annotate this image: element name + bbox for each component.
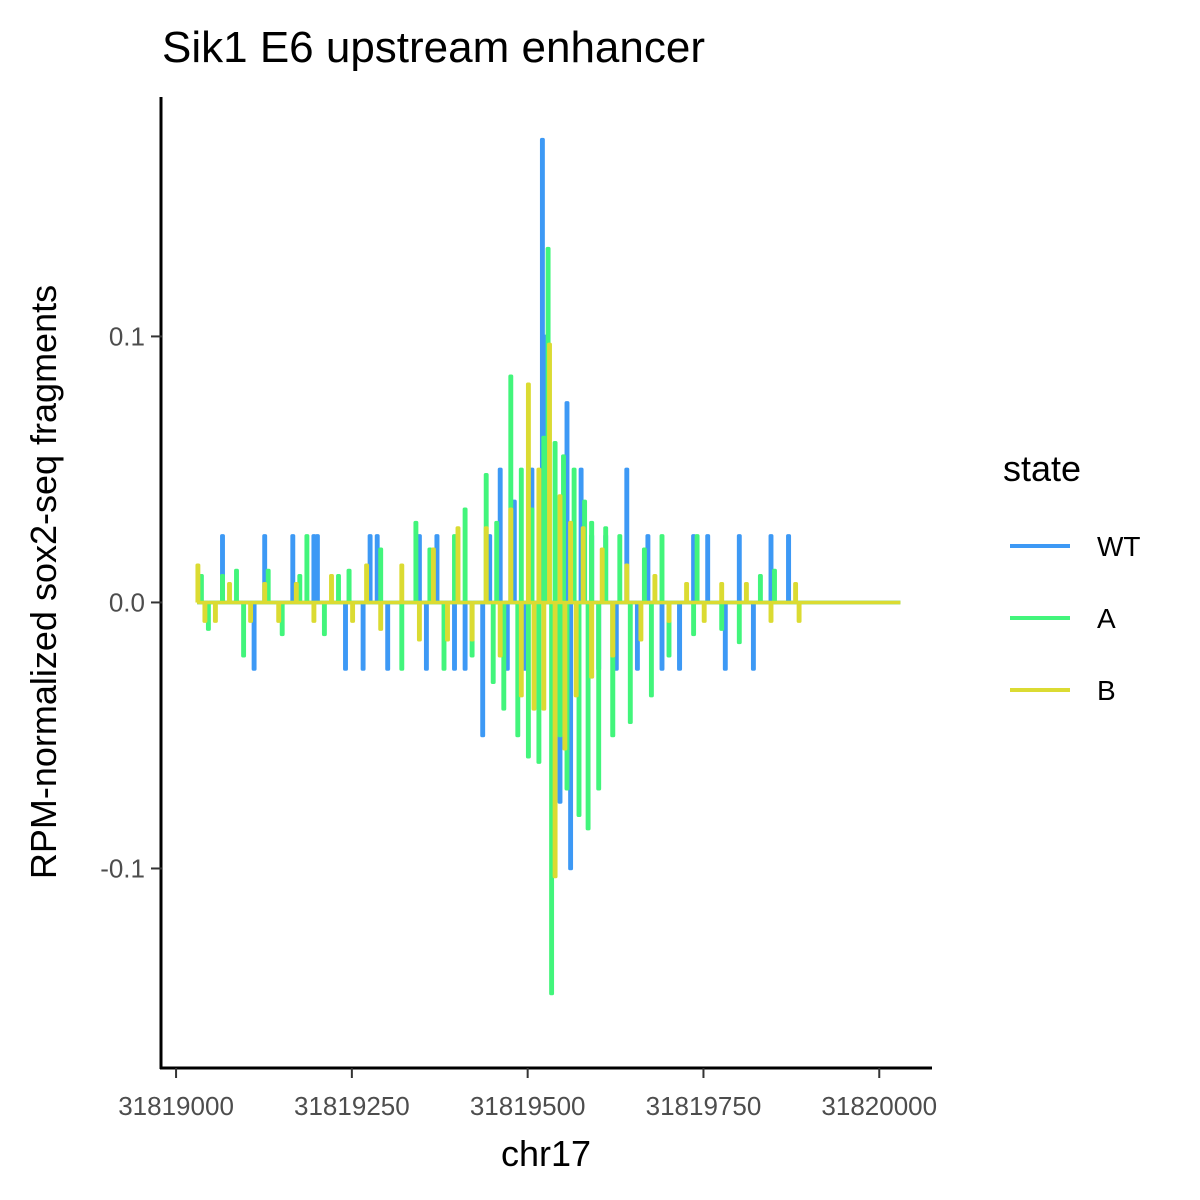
series-line-a bbox=[197, 246, 901, 996]
y-tick-label: 0.1 bbox=[109, 321, 145, 351]
legend-label-b: B bbox=[1097, 675, 1116, 706]
x-tick-label: 31819000 bbox=[118, 1091, 234, 1121]
series-layer bbox=[195, 137, 901, 996]
legend-entries: WT A B bbox=[1010, 531, 1141, 706]
y-tick-label: 0.0 bbox=[109, 587, 145, 617]
series-line-b bbox=[195, 342, 901, 879]
legend-label-a: A bbox=[1097, 603, 1116, 634]
plot-area: 31819000 31819250 31819500 31819750 31820000… bbox=[100, 97, 937, 1121]
x-axis-ticks: 31819000 31819250 31819500 31819750 31820000 bbox=[118, 1068, 937, 1121]
legend: state WT A B bbox=[1003, 448, 1141, 706]
chart-title: Sik1 E6 upstream enhancer bbox=[162, 23, 705, 72]
x-tick-label: 31819500 bbox=[470, 1091, 586, 1121]
y-tick-label: -0.1 bbox=[100, 853, 145, 883]
x-axis-title: chr17 bbox=[501, 1133, 591, 1174]
x-tick-label: 31819750 bbox=[646, 1091, 762, 1121]
x-tick-label: 31819250 bbox=[294, 1091, 410, 1121]
legend-title: state bbox=[1003, 448, 1081, 489]
y-axis-ticks: -0.1 0.0 0.1 bbox=[100, 321, 162, 883]
x-tick-label: 31820000 bbox=[821, 1091, 937, 1121]
legend-label-wt: WT bbox=[1097, 531, 1141, 562]
y-axis-title: RPM-normalized sox2-seq fragments bbox=[23, 285, 64, 879]
